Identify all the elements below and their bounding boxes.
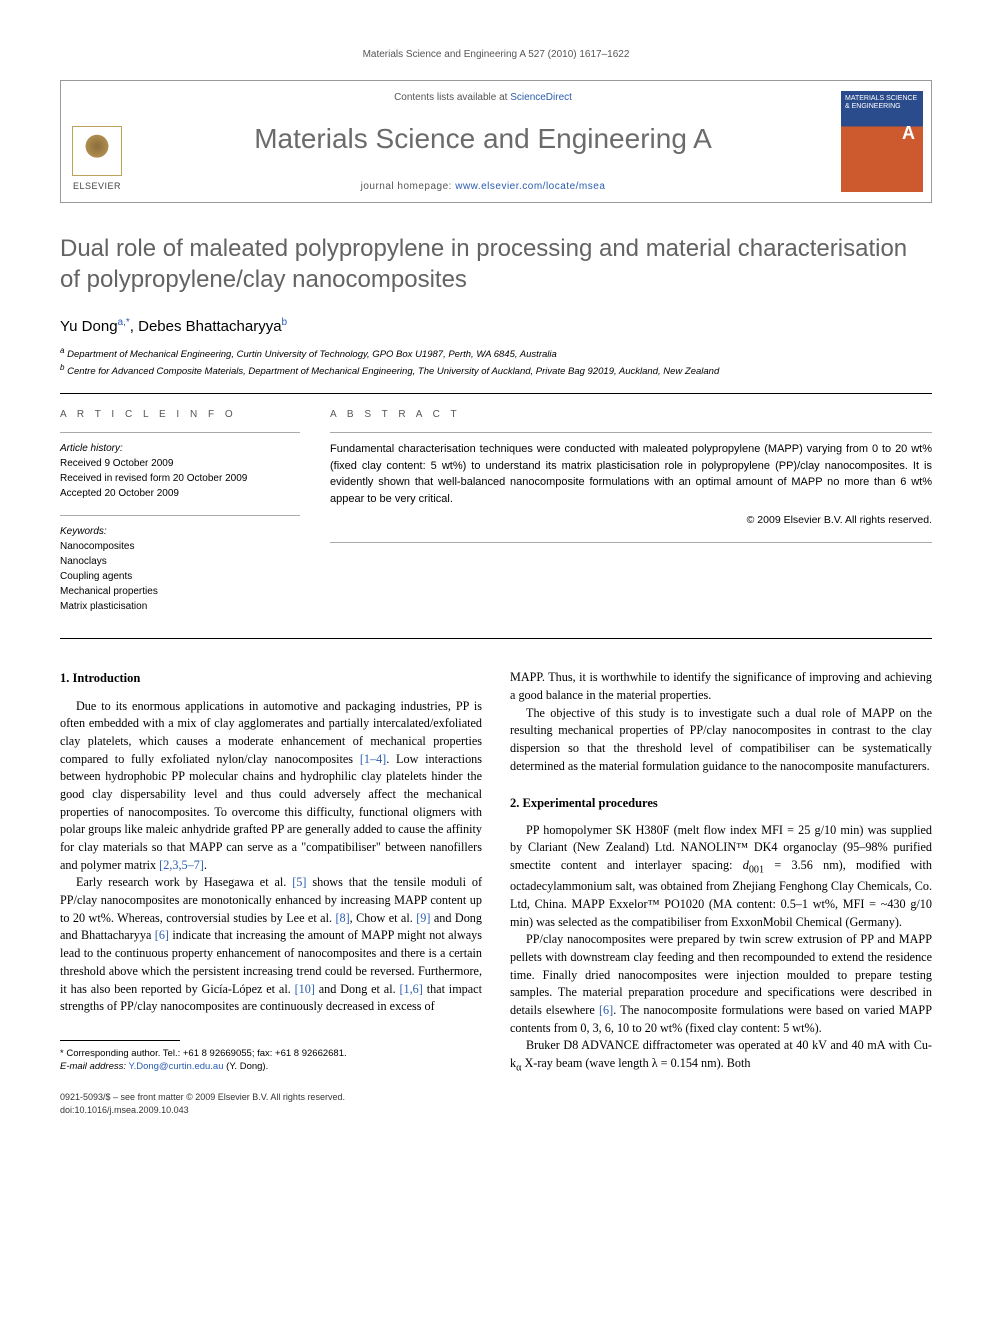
- author-affil-sup: b: [282, 317, 288, 328]
- paragraph: Due to its enormous applications in auto…: [60, 698, 482, 875]
- affiliations: a Department of Mechanical Engineering, …: [60, 345, 932, 380]
- journal-header-box: ELSEVIER Contents lists available at Sci…: [60, 80, 932, 203]
- copyright-footer: 0921-5093/$ – see front matter © 2009 El…: [60, 1091, 482, 1116]
- citation-link[interactable]: [2,3,5–7]: [159, 858, 204, 872]
- keyword: Mechanical properties: [60, 586, 158, 597]
- keyword: Matrix plasticisation: [60, 601, 147, 612]
- abstract-divider: [330, 432, 932, 433]
- section-heading-1: 1. Introduction: [60, 669, 482, 687]
- abstract-copyright: © 2009 Elsevier B.V. All rights reserved…: [330, 513, 932, 528]
- keyword: Nanoclays: [60, 556, 107, 567]
- doi-line: doi:10.1016/j.msea.2009.10.043: [60, 1105, 189, 1115]
- article-history: Article history: Received 9 October 2009…: [60, 441, 300, 501]
- contents-available-line: Contents lists available at ScienceDirec…: [141, 91, 825, 105]
- body-two-column: 1. Introduction Due to its enormous appl…: [60, 669, 932, 1116]
- elsevier-tree-icon: [72, 126, 122, 176]
- abstract-text: Fundamental characterisation techniques …: [330, 441, 932, 507]
- page-container: Materials Science and Engineering A 527 …: [0, 0, 992, 1157]
- paragraph: The objective of this study is to invest…: [510, 705, 932, 776]
- journal-homepage-line: journal homepage: www.elsevier.com/locat…: [141, 180, 825, 194]
- history-accepted: Accepted 20 October 2009: [60, 488, 179, 499]
- article-info-column: A R T I C L E I N F O Article history: R…: [60, 408, 300, 628]
- keywords-block: Keywords: Nanocomposites Nanoclays Coupl…: [60, 524, 300, 614]
- keyword: Coupling agents: [60, 571, 132, 582]
- divider: [60, 393, 932, 394]
- right-column: MAPP. Thus, it is worthwhile to identify…: [510, 669, 932, 1116]
- running-head: Materials Science and Engineering A 527 …: [60, 48, 932, 62]
- paragraph: Early research work by Hasegawa et al. […: [60, 874, 482, 1016]
- homepage-prefix: journal homepage:: [361, 181, 456, 192]
- email-label: E-mail address:: [60, 1061, 126, 1072]
- history-revised: Received in revised form 20 October 2009: [60, 473, 247, 484]
- email-who: (Y. Dong).: [226, 1061, 268, 1072]
- info-abstract-row: A R T I C L E I N F O Article history: R…: [60, 408, 932, 628]
- section-heading-2: 2. Experimental procedures: [510, 794, 932, 812]
- paragraph: PP homopolymer SK H380F (melt flow index…: [510, 822, 932, 932]
- email-link[interactable]: Y.Dong@curtin.edu.au: [128, 1061, 223, 1072]
- info-divider: [60, 515, 300, 516]
- header-center: Contents lists available at ScienceDirec…: [133, 81, 833, 202]
- citation-link[interactable]: [6]: [155, 928, 169, 942]
- history-received: Received 9 October 2009: [60, 458, 173, 469]
- journal-homepage-link[interactable]: www.elsevier.com/locate/msea: [455, 181, 605, 192]
- left-column: 1. Introduction Due to its enormous appl…: [60, 669, 482, 1116]
- citation-link[interactable]: [1,6]: [399, 982, 422, 996]
- citation-link[interactable]: [5]: [292, 875, 306, 889]
- paragraph: PP/clay nanocomposites were prepared by …: [510, 931, 932, 1037]
- paragraph: Bruker D8 ADVANCE diffractometer was ope…: [510, 1037, 932, 1076]
- history-label: Article history:: [60, 443, 123, 454]
- contents-prefix: Contents lists available at: [394, 92, 510, 103]
- keyword: Nanocomposites: [60, 541, 134, 552]
- corresponding-author-footnote: * Corresponding author. Tel.: +61 8 9266…: [60, 1047, 482, 1074]
- keywords-label: Keywords:: [60, 526, 107, 537]
- elsevier-logo: ELSEVIER: [61, 81, 133, 202]
- affiliation-a: a Department of Mechanical Engineering, …: [60, 345, 932, 362]
- sciencedirect-link[interactable]: ScienceDirect: [510, 92, 572, 103]
- journal-cover-thumbnail: [841, 91, 923, 192]
- citation-link[interactable]: [10]: [295, 982, 315, 996]
- affiliation-b: b Centre for Advanced Composite Material…: [60, 362, 932, 379]
- citation-link[interactable]: [8]: [335, 911, 349, 925]
- corr-author-text: * Corresponding author. Tel.: +61 8 9266…: [60, 1048, 347, 1059]
- abstract-divider: [330, 542, 932, 543]
- footnote-separator: [60, 1040, 180, 1041]
- citation-link[interactable]: [1–4]: [360, 752, 386, 766]
- citation-link[interactable]: [6]: [599, 1003, 613, 1017]
- paragraph: MAPP. Thus, it is worthwhile to identify…: [510, 669, 932, 704]
- citation-link[interactable]: [9]: [416, 911, 430, 925]
- abstract-column: A B S T R A C T Fundamental characterisa…: [330, 408, 932, 628]
- article-info-label: A R T I C L E I N F O: [60, 408, 300, 422]
- info-divider: [60, 432, 300, 433]
- authors-line: Yu Donga,*, Debes Bhattacharyyab: [60, 316, 932, 337]
- issn-line: 0921-5093/$ – see front matter © 2009 El…: [60, 1092, 345, 1102]
- author-affil-sup: a,*: [118, 317, 130, 328]
- elsevier-label: ELSEVIER: [73, 180, 121, 193]
- divider: [60, 638, 932, 639]
- journal-name: Materials Science and Engineering A: [141, 119, 825, 158]
- abstract-label: A B S T R A C T: [330, 408, 932, 422]
- article-title: Dual role of maleated polypropylene in p…: [60, 233, 932, 295]
